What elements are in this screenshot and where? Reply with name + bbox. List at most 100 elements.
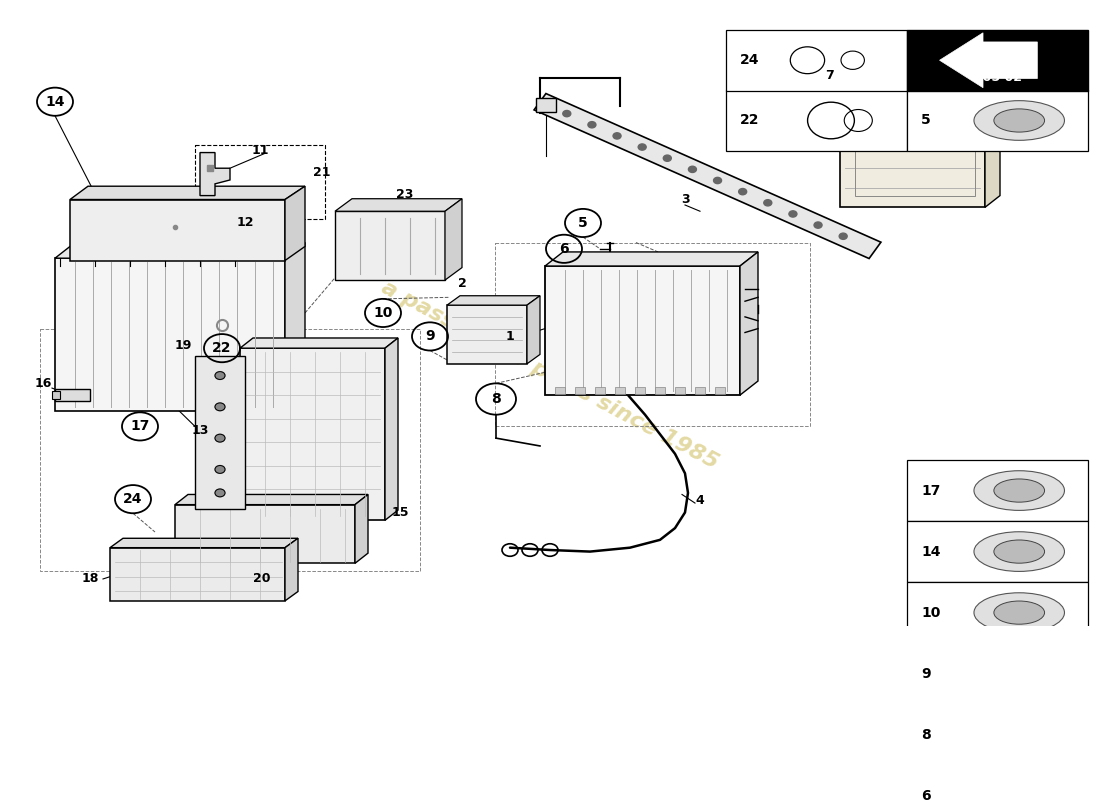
Polygon shape — [200, 153, 230, 195]
Text: 14: 14 — [921, 545, 940, 558]
Ellipse shape — [994, 601, 1045, 624]
Text: 5: 5 — [921, 114, 931, 127]
Polygon shape — [446, 198, 462, 280]
Text: 19: 19 — [174, 339, 191, 352]
Bar — [595, 387, 605, 394]
Text: 9: 9 — [426, 330, 434, 343]
Text: 24: 24 — [123, 492, 143, 506]
Circle shape — [638, 144, 646, 150]
Polygon shape — [447, 296, 540, 305]
Bar — [726, 30, 907, 90]
Ellipse shape — [974, 715, 1065, 754]
Bar — [726, 90, 907, 151]
Bar — [908, 30, 1088, 90]
Text: 2: 2 — [458, 277, 466, 290]
Bar — [40, 329, 420, 571]
Circle shape — [739, 189, 747, 194]
Circle shape — [214, 466, 225, 474]
Bar — [675, 387, 685, 394]
Circle shape — [789, 211, 796, 217]
Polygon shape — [110, 538, 298, 548]
Text: 6: 6 — [921, 789, 931, 800]
Bar — [654, 387, 666, 394]
Circle shape — [214, 403, 225, 410]
Bar — [195, 356, 245, 509]
Circle shape — [214, 372, 225, 379]
Bar — [556, 387, 565, 394]
Bar — [55, 389, 90, 402]
Polygon shape — [527, 296, 540, 364]
Bar — [908, 90, 1088, 151]
Text: 14: 14 — [45, 94, 65, 109]
Bar — [52, 391, 60, 399]
Text: 8: 8 — [491, 392, 501, 406]
Circle shape — [563, 110, 571, 117]
Text: 3: 3 — [681, 193, 690, 206]
Circle shape — [663, 155, 671, 162]
Text: 8: 8 — [921, 728, 931, 742]
Text: 9: 9 — [921, 666, 931, 681]
Circle shape — [839, 233, 847, 239]
Ellipse shape — [974, 593, 1065, 633]
Polygon shape — [355, 494, 368, 563]
Text: 20: 20 — [253, 573, 271, 586]
Text: 17: 17 — [130, 419, 150, 434]
Text: 5: 5 — [579, 216, 587, 230]
Text: 905 02: 905 02 — [974, 71, 1022, 84]
Bar — [495, 242, 810, 426]
Ellipse shape — [974, 654, 1065, 694]
Text: 16: 16 — [34, 377, 52, 390]
Polygon shape — [285, 186, 305, 261]
Text: 17: 17 — [921, 483, 940, 498]
Text: 11: 11 — [251, 144, 268, 157]
Ellipse shape — [974, 101, 1065, 140]
Polygon shape — [285, 242, 305, 410]
Text: 7: 7 — [826, 70, 835, 82]
Ellipse shape — [974, 532, 1065, 571]
Polygon shape — [55, 242, 305, 258]
Polygon shape — [285, 538, 298, 601]
Circle shape — [587, 122, 596, 128]
Text: 4: 4 — [695, 494, 704, 507]
Bar — [55, 258, 285, 410]
Bar — [447, 305, 527, 364]
Ellipse shape — [994, 662, 1045, 686]
Bar — [908, 704, 1088, 765]
Circle shape — [763, 200, 772, 206]
Text: 21: 21 — [314, 166, 331, 178]
Bar — [575, 387, 585, 394]
Bar — [908, 460, 1088, 521]
Polygon shape — [175, 494, 368, 505]
Polygon shape — [740, 252, 758, 395]
Text: 6: 6 — [559, 242, 569, 256]
Ellipse shape — [994, 479, 1045, 502]
Bar — [240, 348, 385, 520]
Text: 22: 22 — [212, 341, 232, 355]
Polygon shape — [240, 338, 398, 348]
Bar — [695, 387, 705, 394]
Ellipse shape — [994, 784, 1045, 800]
Bar — [908, 582, 1088, 643]
Bar — [336, 211, 446, 280]
Ellipse shape — [974, 776, 1065, 800]
Circle shape — [613, 133, 621, 139]
Polygon shape — [385, 338, 398, 520]
Bar — [195, 145, 324, 219]
Polygon shape — [939, 33, 1037, 88]
Text: 23: 23 — [396, 187, 414, 201]
Circle shape — [814, 222, 822, 228]
Bar — [908, 765, 1088, 800]
Polygon shape — [336, 198, 462, 211]
Bar — [110, 548, 285, 601]
Ellipse shape — [974, 470, 1065, 510]
Ellipse shape — [994, 723, 1045, 746]
Bar — [635, 387, 645, 394]
Bar — [536, 98, 556, 112]
Text: 12: 12 — [236, 217, 254, 230]
Text: 24: 24 — [740, 54, 759, 67]
Bar — [855, 82, 975, 195]
Text: 18: 18 — [81, 573, 99, 586]
Text: 1: 1 — [506, 330, 515, 343]
Text: 10: 10 — [373, 306, 393, 320]
Ellipse shape — [994, 540, 1045, 563]
